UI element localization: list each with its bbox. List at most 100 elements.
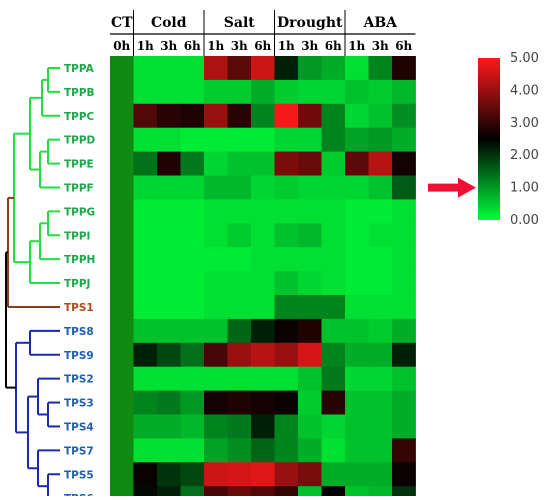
heatmap-cell — [157, 438, 181, 463]
heatmap-cell — [180, 103, 205, 129]
heatmap-cell — [227, 366, 252, 391]
heatmap-cell — [321, 56, 346, 81]
heatmap-cell — [274, 438, 299, 463]
heatmap-cell — [157, 414, 181, 439]
heatmap-cell — [227, 390, 252, 415]
heatmap-cell — [321, 390, 346, 415]
heatmap-cell — [110, 199, 134, 224]
heatmap-cell — [392, 462, 416, 487]
heatmap-cell — [321, 438, 346, 463]
row-label: TPPE — [64, 159, 94, 171]
heatmap-cell — [133, 390, 158, 415]
heatmap-cell — [227, 56, 252, 81]
heatmap-cell — [251, 414, 275, 439]
heatmap-cell — [368, 414, 393, 439]
heatmap-cell — [180, 462, 205, 487]
heatmap-cell — [133, 223, 158, 248]
heatmap-cell — [274, 56, 299, 81]
heatmap-cell — [392, 342, 416, 368]
heatmap-cell — [204, 366, 228, 391]
heatmap-cell — [321, 271, 346, 296]
group-label: Cold — [151, 15, 187, 31]
heatmap-cell — [133, 199, 158, 224]
heatmap-cell — [180, 366, 205, 391]
heatmap-cell — [368, 271, 393, 296]
heatmap-cell — [251, 318, 275, 344]
heatmap-cell — [274, 175, 299, 200]
heatmap-cell — [180, 199, 205, 224]
heatmap-cell — [345, 247, 369, 272]
color-scale-tick: 1.00 — [510, 181, 539, 196]
heatmap-cell — [298, 223, 322, 248]
heatmap-cell — [298, 414, 322, 439]
heatmap-cell — [321, 295, 346, 320]
heatmap-cell — [133, 151, 158, 176]
heatmap-cell — [251, 199, 275, 224]
heatmap-cell — [392, 414, 416, 439]
heatmap-cell — [368, 390, 393, 415]
heatmap-cell — [392, 318, 416, 344]
heatmap-cell — [392, 271, 416, 296]
heatmap-cell — [157, 56, 181, 81]
heatmap-cell — [110, 390, 134, 415]
heatmap-cell — [157, 175, 181, 200]
heatmap-cell — [345, 462, 369, 487]
heatmap-cell — [298, 247, 322, 272]
color-scale-bar — [478, 58, 500, 220]
heatmap-cell — [157, 271, 181, 296]
heatmap-cell — [157, 486, 181, 500]
heatmap-cell — [298, 342, 322, 368]
heatmap-cell — [392, 366, 416, 391]
heatmap-cell — [157, 103, 181, 129]
heatmap-cell — [321, 199, 346, 224]
heatmap-cell — [274, 462, 299, 487]
row-label: TPPI — [64, 230, 90, 242]
heatmap-cell — [204, 247, 228, 272]
row-label: TPS2 — [64, 374, 94, 386]
heatmap-cell — [345, 486, 369, 500]
row-label: TPPD — [64, 135, 96, 147]
heatmap-cell — [227, 438, 252, 463]
heatmap-cell — [298, 127, 322, 152]
heatmap-cell — [110, 56, 134, 81]
heatmap-cell — [204, 318, 228, 344]
heatmap-cell — [204, 390, 228, 415]
heatmap-cell — [321, 414, 346, 439]
heatmap-cell — [298, 486, 322, 500]
row-label: TPS4 — [64, 421, 94, 433]
heatmap-cell — [392, 390, 416, 415]
heatmap-cell — [298, 318, 322, 344]
heatmap-cell — [180, 318, 205, 344]
heatmap-cell — [180, 151, 205, 176]
heatmap-cell — [157, 366, 181, 391]
group-label: Drought — [277, 15, 343, 31]
heatmap-cell — [110, 247, 134, 272]
heatmap-cell — [110, 414, 134, 439]
heatmap-cell — [368, 56, 393, 81]
heatmap-cell — [274, 366, 299, 391]
heatmap-cell — [110, 103, 134, 129]
heatmap-cell — [133, 127, 158, 152]
heatmap-cell — [180, 56, 205, 81]
heatmap-cell — [298, 295, 322, 320]
heatmap-cell — [321, 103, 346, 129]
heatmap-cell — [204, 151, 228, 176]
dendrogram — [5, 66, 60, 500]
heatmap-cell — [110, 366, 134, 391]
heatmap-cell — [227, 175, 252, 200]
heatmap-cell — [321, 175, 346, 200]
heatmap-cell — [180, 247, 205, 272]
heatmap-cell — [274, 486, 299, 500]
heatmap-cell — [298, 79, 322, 105]
row-label: TPS1 — [64, 302, 94, 314]
heatmap-cell — [133, 271, 158, 296]
heatmap-cell — [204, 175, 228, 200]
time-label: 0h — [113, 39, 130, 53]
heatmap-cell — [110, 318, 134, 344]
heatmap-cell — [110, 462, 134, 487]
heatmap-cell — [227, 318, 252, 344]
heatmap-cell — [368, 342, 393, 368]
heatmap-cell — [180, 486, 205, 500]
heatmap-cell — [368, 151, 393, 176]
